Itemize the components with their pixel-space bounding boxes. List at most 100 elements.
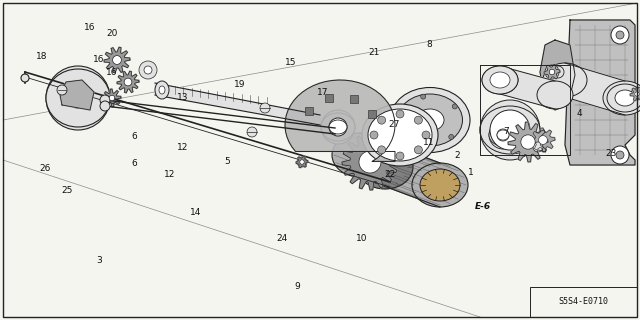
Text: 16: 16 <box>84 23 95 32</box>
Circle shape <box>616 151 624 159</box>
Circle shape <box>359 151 381 173</box>
Text: 1: 1 <box>468 168 473 177</box>
Circle shape <box>260 103 270 113</box>
Circle shape <box>378 116 386 124</box>
Circle shape <box>497 129 509 141</box>
Ellipse shape <box>357 145 413 189</box>
Circle shape <box>329 118 347 136</box>
Circle shape <box>21 74 29 82</box>
Text: 18: 18 <box>36 52 47 60</box>
Text: 12: 12 <box>177 143 188 152</box>
Ellipse shape <box>537 81 573 109</box>
Circle shape <box>420 94 426 99</box>
Circle shape <box>533 142 543 152</box>
Circle shape <box>552 66 564 78</box>
Ellipse shape <box>490 72 510 88</box>
Text: 26: 26 <box>39 164 51 172</box>
Ellipse shape <box>329 120 347 134</box>
Polygon shape <box>565 20 635 165</box>
Circle shape <box>300 160 304 164</box>
Ellipse shape <box>603 81 640 115</box>
Circle shape <box>46 66 110 130</box>
Text: 6: 6 <box>132 132 137 140</box>
Bar <box>530 287 637 317</box>
Text: 16: 16 <box>93 55 105 64</box>
Ellipse shape <box>543 63 587 97</box>
Text: 27: 27 <box>388 120 399 129</box>
Polygon shape <box>60 80 94 110</box>
Ellipse shape <box>46 69 110 127</box>
Polygon shape <box>360 133 440 207</box>
Circle shape <box>414 146 422 154</box>
Circle shape <box>144 66 152 74</box>
Circle shape <box>449 134 454 140</box>
Text: 8: 8 <box>426 40 431 49</box>
Text: 16: 16 <box>106 68 118 76</box>
Text: 24: 24 <box>276 234 287 243</box>
Circle shape <box>616 31 624 39</box>
Text: 11: 11 <box>423 138 435 147</box>
Circle shape <box>545 65 559 79</box>
Text: E-6: E-6 <box>475 202 492 211</box>
Text: 23: 23 <box>605 149 617 158</box>
Bar <box>350 94 358 102</box>
Polygon shape <box>103 89 121 107</box>
Circle shape <box>370 131 378 139</box>
Circle shape <box>521 135 535 149</box>
Circle shape <box>109 95 115 101</box>
Polygon shape <box>630 87 640 101</box>
Bar <box>324 93 333 101</box>
Polygon shape <box>104 47 130 73</box>
Circle shape <box>68 88 88 108</box>
Polygon shape <box>342 134 398 190</box>
Text: 9: 9 <box>295 282 300 291</box>
Text: S5S4-E0710: S5S4-E0710 <box>558 298 608 307</box>
Circle shape <box>489 121 517 149</box>
Ellipse shape <box>497 130 509 140</box>
Circle shape <box>100 101 110 111</box>
Text: 10: 10 <box>356 234 367 243</box>
Ellipse shape <box>397 94 463 146</box>
Text: 14: 14 <box>189 208 201 217</box>
Bar <box>305 107 313 115</box>
Ellipse shape <box>482 66 518 94</box>
Text: 25: 25 <box>61 186 73 195</box>
Ellipse shape <box>489 124 517 146</box>
Circle shape <box>422 131 430 139</box>
Text: 22: 22 <box>385 170 396 179</box>
Polygon shape <box>500 66 555 109</box>
Circle shape <box>297 157 307 167</box>
Ellipse shape <box>416 109 444 131</box>
Ellipse shape <box>321 113 355 141</box>
Circle shape <box>378 146 386 154</box>
Circle shape <box>398 114 403 119</box>
Circle shape <box>490 110 530 150</box>
Circle shape <box>611 146 629 164</box>
Text: 13: 13 <box>177 93 188 102</box>
Polygon shape <box>508 122 548 162</box>
Circle shape <box>396 110 404 118</box>
Polygon shape <box>544 64 560 80</box>
Circle shape <box>396 152 404 160</box>
Text: 17: 17 <box>317 88 329 97</box>
Ellipse shape <box>420 169 460 201</box>
Circle shape <box>57 85 67 95</box>
Ellipse shape <box>68 89 88 107</box>
Bar <box>368 110 376 118</box>
Polygon shape <box>285 80 395 161</box>
Ellipse shape <box>332 133 388 177</box>
Text: 6: 6 <box>132 159 137 168</box>
Polygon shape <box>155 83 320 125</box>
Circle shape <box>415 140 420 145</box>
Ellipse shape <box>155 81 169 99</box>
Circle shape <box>100 95 110 105</box>
Ellipse shape <box>412 163 468 207</box>
Ellipse shape <box>482 66 518 94</box>
Text: 15: 15 <box>285 58 297 67</box>
Circle shape <box>631 88 640 100</box>
Circle shape <box>549 69 555 75</box>
Polygon shape <box>531 128 555 152</box>
Text: 19: 19 <box>234 80 246 89</box>
Text: 2: 2 <box>455 151 460 160</box>
Ellipse shape <box>607 84 640 112</box>
